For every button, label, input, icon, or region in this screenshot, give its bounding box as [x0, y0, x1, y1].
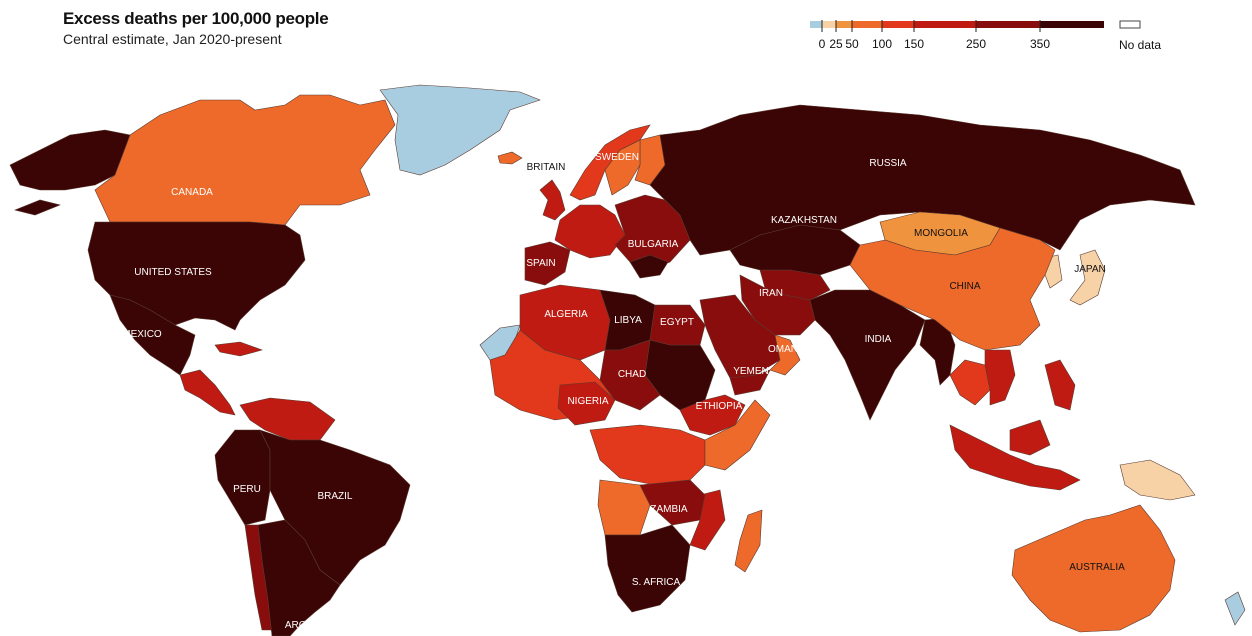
map-title: Excess deaths per 100,000 people — [63, 9, 329, 28]
legend-swatch — [852, 21, 882, 28]
region-greenland — [379, 84, 541, 176]
legend-tick-label: 350 — [1030, 37, 1050, 51]
country-ethiopia — [679, 394, 746, 436]
country-india — [809, 289, 926, 421]
country-label-libya: LIBYA — [614, 315, 642, 326]
legend-no-data-swatch — [1119, 20, 1141, 29]
country-s-africa — [604, 524, 691, 613]
country-label-oman: OMAN — [768, 344, 798, 355]
legend-no-data-label: No data — [1119, 38, 1161, 52]
country-label-mexico: MEXICO — [122, 329, 162, 340]
country-peru — [214, 429, 271, 526]
region-eastern-europe — [614, 194, 691, 271]
legend-swatch — [810, 21, 822, 28]
region-madagascar — [734, 509, 763, 573]
country-japan — [1069, 249, 1106, 306]
country-bulgaria — [629, 254, 669, 279]
legend-tick-label: 25 — [829, 37, 843, 51]
country-label-sweden: SWEDEN — [595, 152, 639, 163]
region-new-zealand — [1224, 591, 1246, 626]
region-papua-new-guinea — [1119, 459, 1196, 501]
legend-tick-label: 250 — [966, 37, 986, 51]
region-thailand — [949, 359, 991, 406]
legend-tick-label: 50 — [845, 37, 859, 51]
legend-tick-label: 100 — [872, 37, 892, 51]
legend-swatch — [1040, 21, 1104, 28]
country-argentina — [257, 519, 341, 636]
country-label-kazakhstan: KAZAKHSTAN — [771, 215, 837, 226]
legend-tick-label: 150 — [904, 37, 924, 51]
legend-swatch — [836, 21, 852, 28]
country-label-yemen: YEMEN — [733, 366, 769, 377]
country-australia — [1011, 504, 1176, 633]
country-brazil — [259, 429, 411, 586]
legend-swatch — [976, 21, 1040, 28]
country-label-chad: CHAD — [618, 369, 646, 380]
country-label-spain: SPAIN — [526, 258, 555, 269]
country-label-nigeria: NIGERIA — [567, 396, 608, 407]
region-indonesia — [949, 419, 1081, 491]
country-label-zambia: ZAMBIA — [650, 504, 688, 515]
legend-swatch — [914, 21, 976, 28]
country-label-india: INDIA — [865, 334, 892, 345]
color-legend: 0 25 50 100 150 250 350 No data — [810, 20, 1161, 52]
region-caribbean — [214, 341, 263, 357]
country-label-australia: AUSTRALIA — [1069, 562, 1125, 573]
country-mexico — [109, 294, 196, 376]
country-label-algeria: ALGERIA — [544, 309, 588, 320]
country-canada — [94, 94, 396, 226]
region-central-africa — [589, 424, 706, 486]
country-label-argentina: ARGENTINA — [285, 620, 344, 631]
country-label-japan: JAPAN — [1074, 264, 1106, 275]
country-label-ethiopia: ETHIOPIA — [696, 401, 743, 412]
country-label-britain: BRITAIN — [527, 162, 566, 173]
country-label-united-states: UNITED STATES — [134, 267, 212, 278]
country-label-peru: PERU — [233, 484, 261, 495]
country-label-china: CHINA — [949, 281, 980, 292]
country-label-canada: CANADA — [171, 187, 213, 198]
country-sweden — [604, 139, 641, 196]
country-label-bulgaria: BULGARIA — [628, 239, 679, 250]
country-label-s-africa: S. AFRICA — [632, 577, 681, 588]
region-southeast-asia — [984, 349, 1016, 406]
country-oman — [769, 334, 801, 376]
country-spain — [524, 241, 571, 286]
country-britain — [539, 179, 566, 221]
country-chad — [599, 339, 661, 411]
region-saudi-arabia — [699, 294, 781, 379]
country-russia — [649, 104, 1196, 256]
country-label-russia: RUSSIA — [869, 158, 907, 169]
region-iceland — [497, 151, 523, 165]
country-label-iran: IRAN — [759, 288, 783, 299]
region-central-america — [179, 369, 236, 416]
country-iran — [739, 274, 816, 336]
legend-tick-label: 0 — [819, 37, 826, 51]
country-nigeria — [557, 381, 616, 426]
region-sudan — [644, 339, 716, 411]
legend-swatch — [822, 21, 836, 28]
region-philippines — [1044, 359, 1076, 411]
country-zambia — [639, 479, 706, 526]
country-yemen — [729, 369, 771, 396]
country-label-egypt: EGYPT — [660, 317, 694, 328]
region-east-africa — [704, 399, 771, 471]
country-label-brazil: BRAZIL — [317, 491, 352, 502]
country-label-mongolia: MONGOLIA — [914, 228, 968, 239]
map-subtitle: Central estimate, Jan 2020-present — [63, 31, 282, 47]
legend-swatch — [882, 21, 914, 28]
